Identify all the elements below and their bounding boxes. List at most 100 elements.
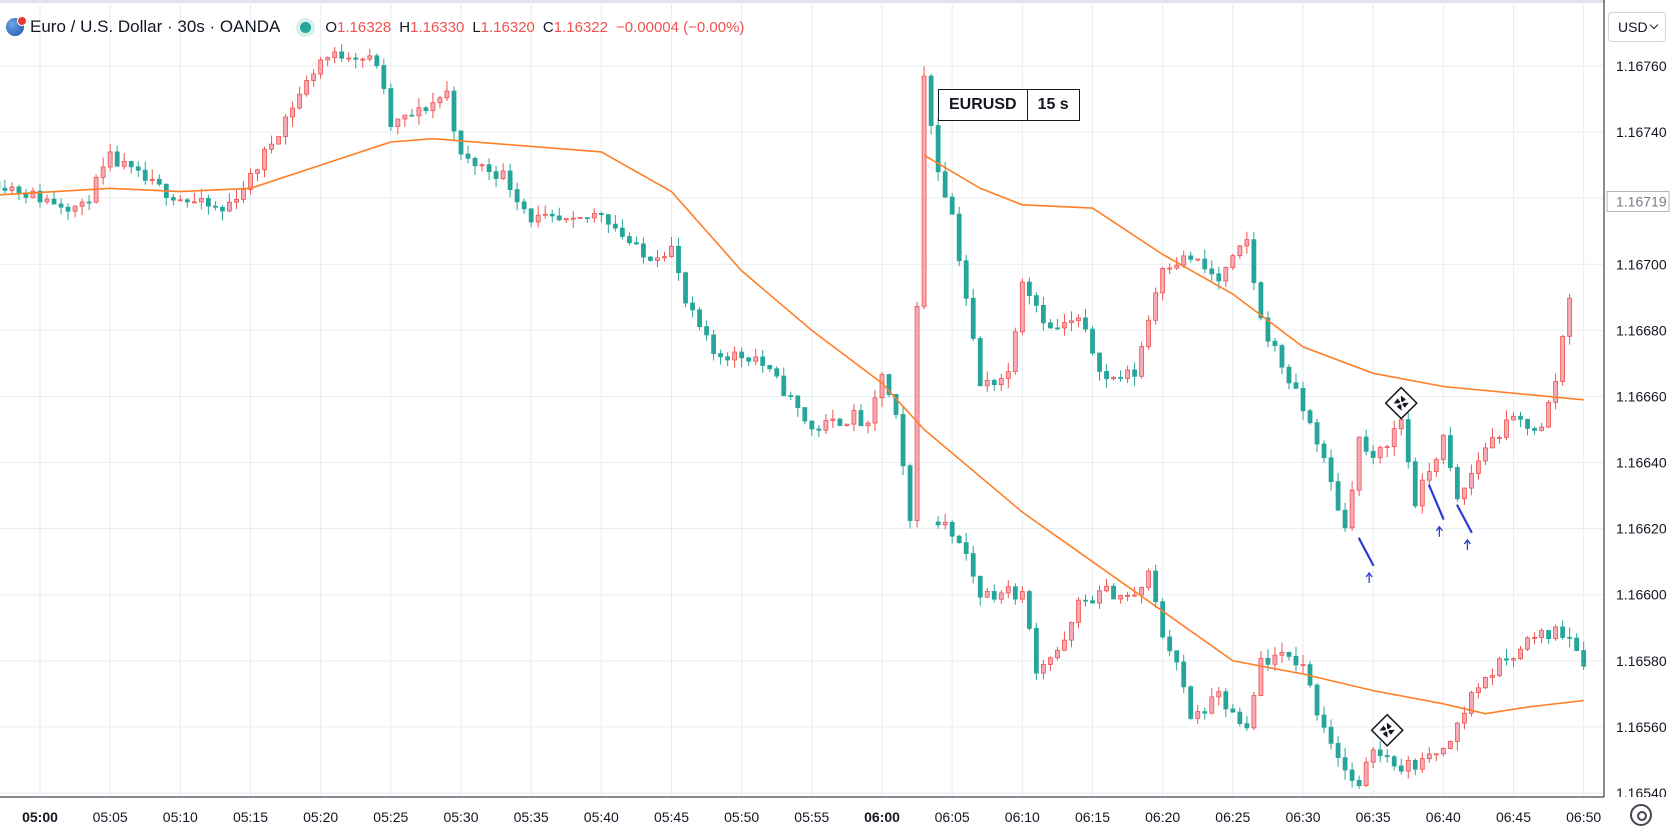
candle bbox=[872, 389, 878, 432]
candle-body bbox=[135, 166, 141, 171]
candle-body bbox=[444, 90, 450, 99]
symbol-interval-label[interactable]: EURUSD 15 s bbox=[938, 89, 1080, 121]
price-tick-label: 1.16600 bbox=[1616, 587, 1667, 603]
time-tick-label: 05:10 bbox=[163, 809, 198, 825]
candle bbox=[1223, 688, 1229, 718]
candle bbox=[1567, 293, 1573, 345]
candle bbox=[1258, 281, 1264, 321]
candle bbox=[1040, 659, 1046, 680]
candle bbox=[998, 590, 1004, 604]
candle-body bbox=[998, 378, 1004, 386]
candle-body bbox=[760, 356, 766, 366]
candle-body bbox=[788, 395, 794, 397]
candle-body bbox=[44, 198, 50, 203]
candle-body bbox=[276, 136, 281, 145]
candle bbox=[135, 161, 141, 177]
candle bbox=[1069, 621, 1074, 648]
candle-body bbox=[823, 420, 829, 431]
candle bbox=[1083, 309, 1088, 333]
candle bbox=[163, 183, 169, 206]
candle-body bbox=[718, 353, 724, 358]
price-tick-label: 1.16700 bbox=[1616, 256, 1667, 272]
candle-body bbox=[1335, 742, 1341, 759]
price-tick-label: 1.16640 bbox=[1616, 455, 1667, 471]
candle bbox=[1419, 752, 1425, 773]
time-tick-label: 05:00 bbox=[22, 809, 58, 825]
candle-body bbox=[1272, 654, 1278, 665]
candle-body bbox=[1377, 749, 1383, 756]
candle bbox=[1160, 598, 1166, 640]
candle bbox=[1265, 311, 1271, 348]
candle bbox=[774, 366, 780, 379]
candle bbox=[1097, 585, 1102, 609]
candle bbox=[1349, 762, 1355, 788]
candle-body bbox=[100, 166, 106, 178]
candle bbox=[451, 86, 457, 141]
candle bbox=[409, 109, 415, 117]
candle bbox=[1005, 580, 1011, 599]
candle-body bbox=[114, 151, 120, 167]
candle bbox=[1567, 627, 1573, 648]
time-tick-label: 05:50 bbox=[724, 809, 759, 825]
candle-body bbox=[1518, 648, 1523, 660]
candle bbox=[1019, 278, 1025, 336]
candle-body bbox=[669, 245, 674, 258]
candle-body bbox=[1216, 691, 1222, 698]
time-tick-label: 05:20 bbox=[303, 809, 338, 825]
candle bbox=[1384, 749, 1390, 763]
candle bbox=[1090, 326, 1095, 356]
candle bbox=[1167, 263, 1173, 275]
candle-body bbox=[1553, 626, 1558, 640]
candle bbox=[1454, 464, 1460, 502]
candle-body bbox=[1567, 636, 1573, 639]
candle-body bbox=[1062, 322, 1067, 329]
candle-body bbox=[346, 57, 352, 60]
price-axis-bg bbox=[1604, 0, 1673, 832]
candle bbox=[1398, 758, 1404, 775]
candle bbox=[577, 217, 583, 220]
candle-body bbox=[1483, 676, 1488, 689]
candle-body bbox=[1153, 570, 1159, 603]
candle bbox=[1518, 645, 1523, 660]
candle bbox=[823, 413, 829, 434]
time-tick-label: 06:25 bbox=[1215, 809, 1250, 825]
candle bbox=[795, 395, 801, 417]
candle-body bbox=[627, 236, 632, 243]
candle bbox=[977, 575, 983, 606]
currency-select[interactable]: USD bbox=[1608, 12, 1666, 42]
time-tick-label: 05:55 bbox=[794, 809, 829, 825]
candle-body bbox=[1419, 758, 1425, 770]
candle-body bbox=[121, 160, 127, 167]
time-tick-label: 05:05 bbox=[93, 809, 128, 825]
settings-gear-icon[interactable] bbox=[1630, 804, 1652, 826]
candle-body bbox=[1040, 664, 1046, 674]
candle-body bbox=[241, 189, 246, 200]
candle bbox=[711, 329, 716, 361]
candle bbox=[1469, 464, 1474, 496]
candle bbox=[746, 356, 752, 366]
candle bbox=[1391, 755, 1397, 771]
candle-body bbox=[563, 218, 569, 221]
candle bbox=[1314, 683, 1320, 721]
candle-body bbox=[269, 143, 274, 150]
market-status-icon[interactable] bbox=[300, 21, 312, 33]
low-key: L bbox=[472, 18, 481, 36]
candle bbox=[198, 188, 204, 210]
candle-body bbox=[732, 351, 738, 361]
candle bbox=[1433, 457, 1439, 478]
symbol-title[interactable]: Euro / U.S. Dollar · 30s · OANDA bbox=[30, 17, 281, 36]
candle bbox=[542, 205, 548, 219]
candle-body bbox=[1476, 460, 1481, 474]
candle bbox=[514, 182, 520, 211]
candle-body bbox=[1118, 377, 1123, 379]
price-tick-label: 1.16680 bbox=[1616, 322, 1667, 338]
candle-body bbox=[907, 465, 913, 521]
ohlc-values: O1.16328 H1.16330 L1.16320 C1.16322 −0.0… bbox=[325, 19, 744, 36]
candle-body bbox=[1125, 369, 1130, 379]
candle-body bbox=[1356, 780, 1362, 787]
time-tick-label: 06:20 bbox=[1145, 809, 1180, 825]
candle-body bbox=[79, 201, 85, 207]
candle-body bbox=[198, 198, 204, 203]
candle-body bbox=[830, 418, 836, 421]
